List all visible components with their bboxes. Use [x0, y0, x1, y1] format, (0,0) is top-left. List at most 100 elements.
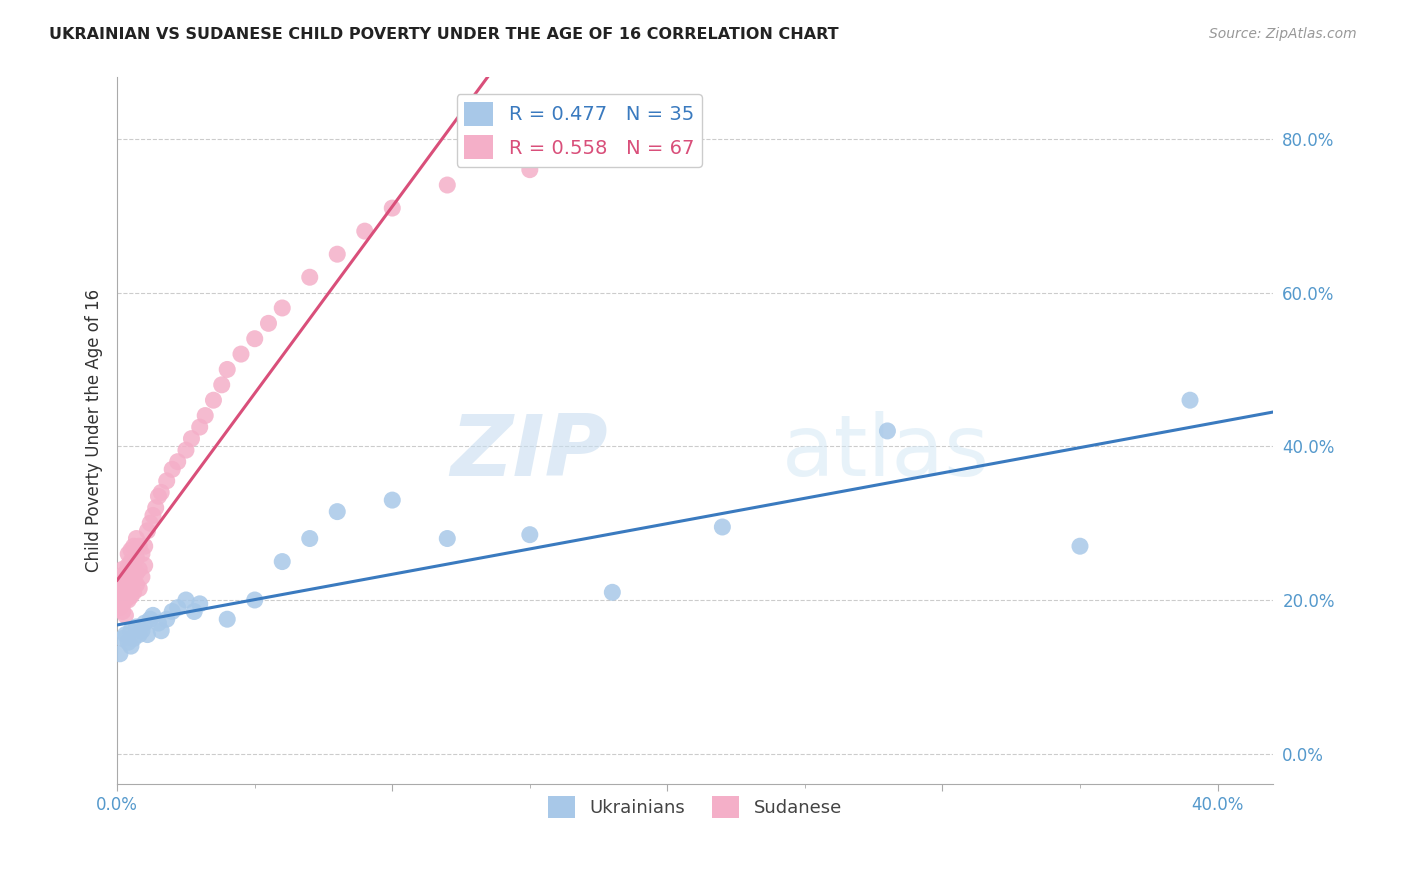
Point: [136, 524, 159, 538]
Point: [114, 608, 136, 623]
Point: [131, 547, 153, 561]
Point: [117, 635, 139, 649]
Point: [108, 600, 131, 615]
Point: [156, 474, 179, 488]
Point: [117, 558, 139, 573]
Point: [188, 420, 211, 434]
Point: [114, 627, 136, 641]
Point: [131, 624, 153, 638]
Point: [128, 582, 150, 596]
Point: [142, 608, 165, 623]
Point: [142, 508, 165, 523]
Text: atlas: atlas: [782, 410, 990, 493]
Point: [150, 624, 173, 638]
Point: [122, 574, 145, 588]
Point: [271, 555, 294, 569]
Point: [122, 558, 145, 573]
Point: [120, 543, 142, 558]
Point: [111, 605, 134, 619]
Point: [194, 409, 217, 423]
Point: [148, 615, 170, 630]
Point: [519, 162, 541, 177]
Point: [1069, 539, 1091, 553]
Point: [125, 577, 148, 591]
Point: [188, 597, 211, 611]
Point: [128, 539, 150, 553]
Point: [111, 632, 134, 646]
Point: [120, 570, 142, 584]
Point: [145, 500, 167, 515]
Point: [217, 362, 239, 376]
Point: [111, 597, 134, 611]
Point: [111, 589, 134, 603]
Point: [298, 532, 321, 546]
Point: [111, 574, 134, 588]
Y-axis label: Child Poverty Under the Age of 16: Child Poverty Under the Age of 16: [86, 289, 103, 573]
Point: [217, 612, 239, 626]
Point: [174, 593, 197, 607]
Point: [117, 547, 139, 561]
Point: [134, 539, 156, 553]
Point: [876, 424, 898, 438]
Point: [131, 570, 153, 584]
Point: [114, 582, 136, 596]
Point: [108, 585, 131, 599]
Point: [298, 270, 321, 285]
Point: [125, 532, 148, 546]
Point: [111, 582, 134, 596]
Point: [174, 443, 197, 458]
Point: [114, 593, 136, 607]
Point: [243, 332, 266, 346]
Text: ZIP: ZIP: [450, 410, 609, 493]
Point: [353, 224, 375, 238]
Point: [120, 639, 142, 653]
Point: [111, 562, 134, 576]
Point: [271, 301, 294, 315]
Point: [436, 532, 458, 546]
Point: [202, 393, 225, 408]
Point: [125, 566, 148, 580]
Text: UKRAINIAN VS SUDANESE CHILD POVERTY UNDER THE AGE OF 16 CORRELATION CHART: UKRAINIAN VS SUDANESE CHILD POVERTY UNDE…: [49, 27, 839, 42]
Point: [229, 347, 252, 361]
Point: [156, 612, 179, 626]
Point: [436, 178, 458, 192]
Point: [211, 377, 233, 392]
Point: [166, 600, 188, 615]
Point: [120, 577, 142, 591]
Point: [125, 550, 148, 565]
Point: [1178, 393, 1201, 408]
Point: [108, 647, 131, 661]
Point: [183, 605, 205, 619]
Point: [139, 516, 162, 530]
Point: [326, 247, 349, 261]
Legend: Ukrainians, Sudanese: Ukrainians, Sudanese: [540, 789, 849, 825]
Point: [148, 489, 170, 503]
Point: [134, 615, 156, 630]
Point: [519, 527, 541, 541]
Point: [114, 574, 136, 588]
Point: [160, 462, 183, 476]
Point: [120, 624, 142, 638]
Point: [602, 585, 624, 599]
Point: [150, 485, 173, 500]
Point: [160, 605, 183, 619]
Point: [120, 555, 142, 569]
Point: [166, 455, 188, 469]
Point: [108, 570, 131, 584]
Point: [136, 627, 159, 641]
Point: [108, 593, 131, 607]
Point: [711, 520, 734, 534]
Point: [243, 593, 266, 607]
Point: [326, 505, 349, 519]
Point: [381, 201, 404, 215]
Point: [114, 566, 136, 580]
Point: [122, 539, 145, 553]
Point: [180, 432, 202, 446]
Text: Source: ZipAtlas.com: Source: ZipAtlas.com: [1209, 27, 1357, 41]
Point: [122, 632, 145, 646]
Point: [381, 493, 404, 508]
Point: [108, 577, 131, 591]
Point: [117, 566, 139, 580]
Point: [257, 316, 280, 330]
Point: [134, 558, 156, 573]
